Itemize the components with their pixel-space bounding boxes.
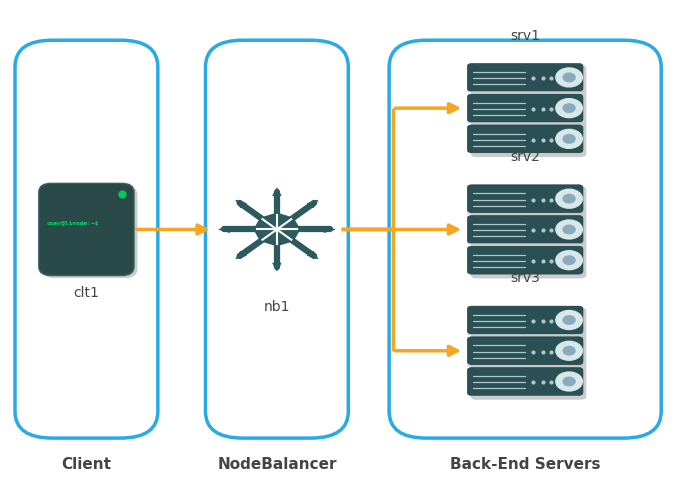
Polygon shape: [236, 200, 247, 208]
FancyBboxPatch shape: [467, 367, 583, 395]
Circle shape: [556, 251, 583, 270]
Polygon shape: [324, 226, 335, 232]
Polygon shape: [253, 213, 301, 246]
Circle shape: [563, 316, 575, 324]
Text: srv3: srv3: [510, 271, 540, 285]
Polygon shape: [219, 226, 229, 232]
FancyBboxPatch shape: [389, 40, 661, 438]
Circle shape: [563, 194, 575, 203]
Circle shape: [556, 99, 583, 118]
FancyBboxPatch shape: [39, 183, 134, 276]
Circle shape: [563, 346, 575, 355]
FancyBboxPatch shape: [467, 94, 583, 122]
Circle shape: [563, 225, 575, 234]
FancyBboxPatch shape: [471, 186, 587, 279]
FancyBboxPatch shape: [467, 185, 583, 213]
Circle shape: [563, 73, 575, 81]
Circle shape: [563, 104, 575, 112]
Text: NodeBalancer: NodeBalancer: [217, 457, 337, 472]
Polygon shape: [236, 251, 247, 259]
Circle shape: [556, 310, 583, 329]
FancyBboxPatch shape: [467, 63, 583, 91]
Polygon shape: [273, 263, 281, 271]
Circle shape: [556, 129, 583, 148]
Text: srv1: srv1: [510, 29, 540, 42]
FancyBboxPatch shape: [467, 125, 583, 153]
Polygon shape: [307, 200, 318, 208]
FancyBboxPatch shape: [467, 246, 583, 274]
Circle shape: [563, 377, 575, 386]
Circle shape: [563, 256, 575, 264]
Polygon shape: [307, 251, 318, 259]
Polygon shape: [273, 188, 281, 196]
FancyBboxPatch shape: [471, 307, 587, 400]
FancyBboxPatch shape: [15, 40, 158, 438]
Circle shape: [556, 372, 583, 391]
Circle shape: [556, 220, 583, 239]
FancyBboxPatch shape: [42, 186, 137, 278]
Text: srv2: srv2: [510, 150, 540, 164]
Text: clt1: clt1: [74, 286, 99, 300]
Circle shape: [563, 135, 575, 143]
FancyBboxPatch shape: [471, 65, 587, 157]
Circle shape: [556, 189, 583, 208]
Circle shape: [556, 341, 583, 360]
FancyBboxPatch shape: [206, 40, 348, 438]
FancyBboxPatch shape: [467, 306, 583, 334]
Text: Back-End Servers: Back-End Servers: [450, 457, 600, 472]
Circle shape: [556, 68, 583, 87]
Text: Client: Client: [61, 457, 111, 472]
FancyBboxPatch shape: [467, 337, 583, 365]
FancyBboxPatch shape: [467, 216, 583, 244]
Text: user@linode:~$: user@linode:~$: [47, 221, 100, 225]
Text: nb1: nb1: [264, 300, 290, 314]
